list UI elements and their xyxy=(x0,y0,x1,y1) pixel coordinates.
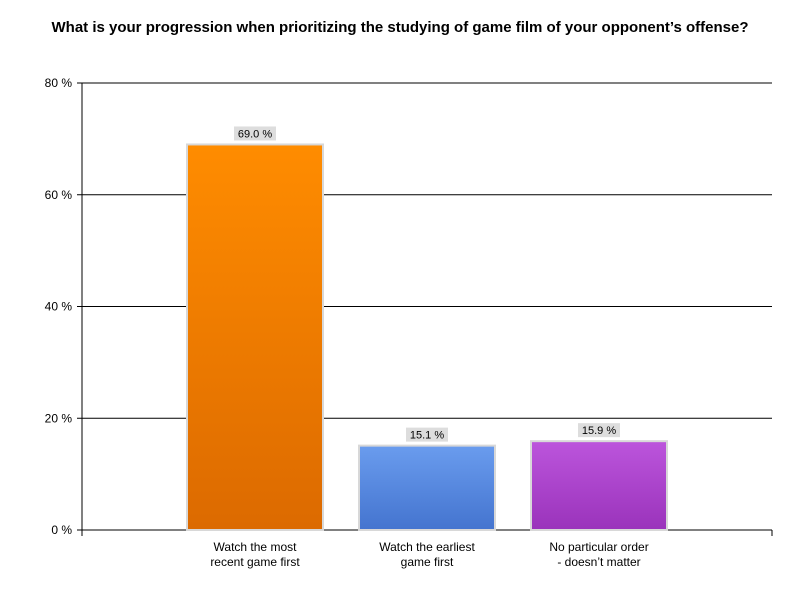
data-label: 15.1 % xyxy=(410,430,444,442)
category-label: No particular order xyxy=(549,540,648,554)
y-tick-label: 20 % xyxy=(45,411,73,425)
data-label: 69.0 % xyxy=(238,128,272,140)
bar xyxy=(186,143,324,531)
category-label: recent game first xyxy=(210,555,300,569)
data-label-bg xyxy=(406,427,448,442)
chart-title: What is your progression when prioritizi… xyxy=(51,19,749,36)
data-label-bg xyxy=(234,126,276,141)
y-tick-label: 60 % xyxy=(45,188,73,202)
data-label-bg xyxy=(578,423,620,438)
y-tick-label: 80 % xyxy=(45,76,73,90)
category-label: Watch the earliest xyxy=(379,540,475,554)
bar xyxy=(530,440,668,531)
y-tick-label: 40 % xyxy=(45,300,73,314)
bars xyxy=(186,143,668,531)
gridlines xyxy=(82,82,772,419)
bar xyxy=(358,444,496,531)
category-label: Watch the most xyxy=(214,540,298,554)
category-label: - doesn’t matter xyxy=(557,555,640,569)
y-tick-label: 0 % xyxy=(51,523,72,537)
category-label: game first xyxy=(401,555,454,569)
data-label: 15.9 % xyxy=(582,425,616,437)
